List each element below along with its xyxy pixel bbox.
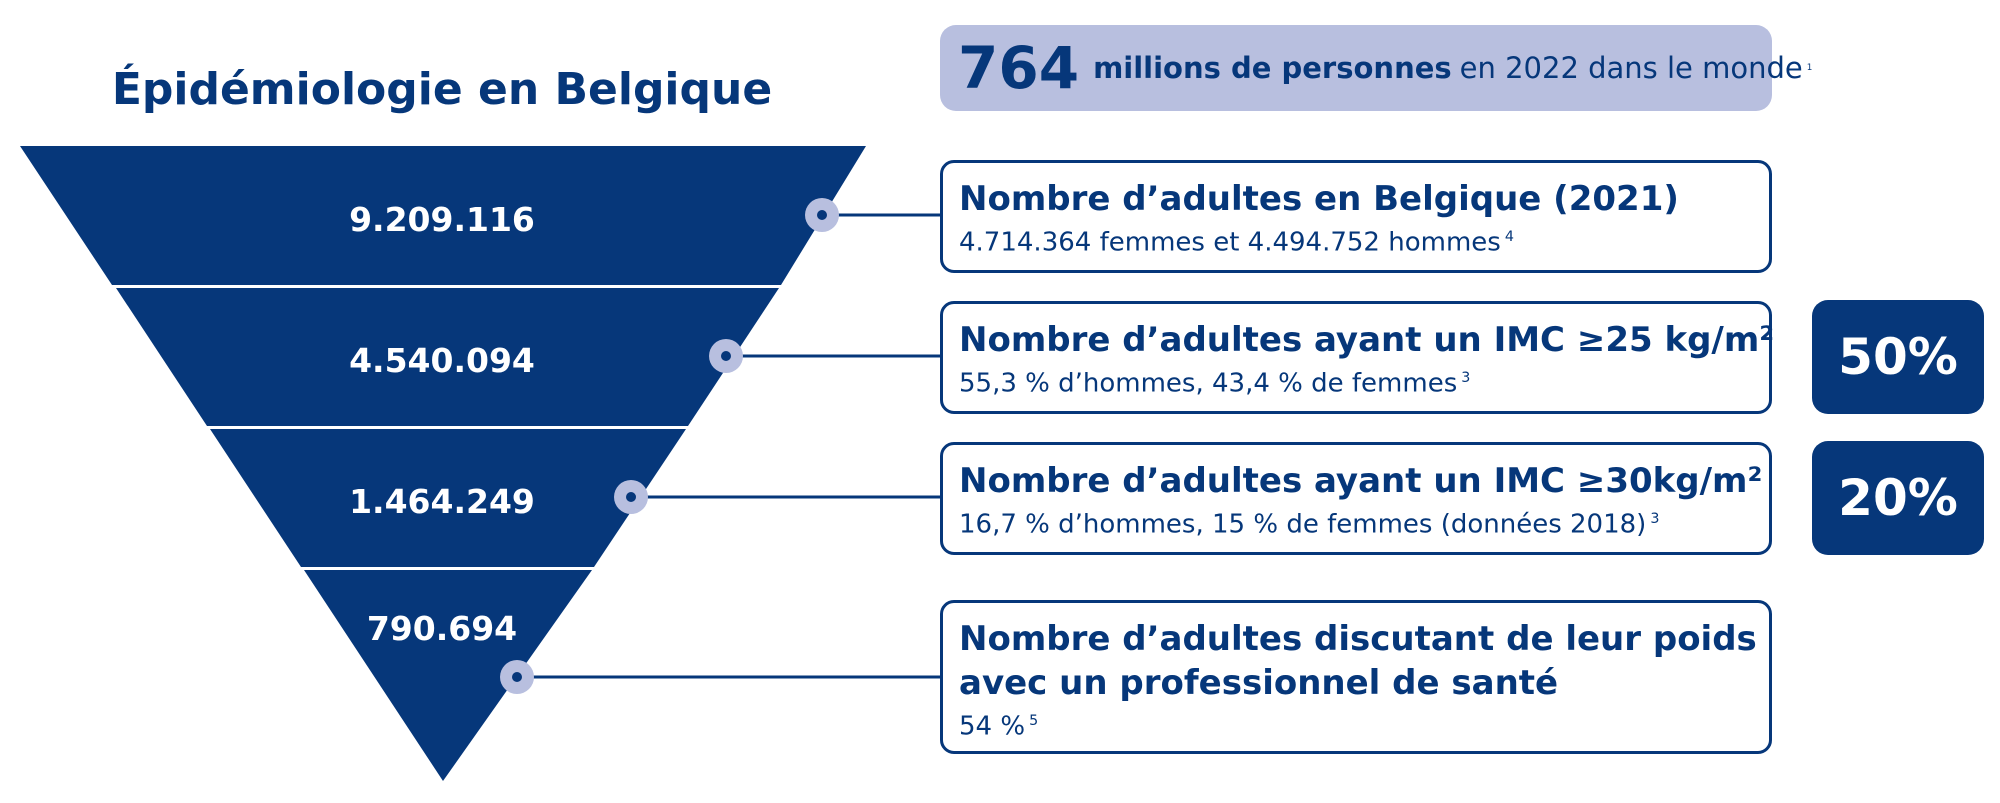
info-box-subtitle: 54 % 5 [959, 711, 1039, 742]
percent-badge-bmi-25: 50% [1812, 300, 1984, 414]
funnel-value-2: 4.540.094 [349, 341, 535, 380]
info-box-title: Nombre d’adultes en Belgique (2021) [959, 179, 1679, 219]
info-box-title: Nombre d’adultes discutant de leur poids [959, 619, 1757, 659]
world-stat-ref: 1 [1806, 63, 1813, 73]
info-box-bmi-30: Nombre d’adultes ayant un IMC ≥30kg/m² 1… [940, 442, 1772, 555]
world-stat-rest-text: en 2022 dans le monde [1459, 51, 1803, 85]
info-box-title-line2: avec un professionnel de santé [959, 663, 1559, 703]
percent-badge-bmi-30: 20% [1812, 441, 1984, 555]
funnel-segment-2 [116, 288, 779, 426]
page-title: Épidémiologie en Belgique [111, 64, 773, 115]
funnel-segment-1 [20, 146, 866, 285]
world-stat-banner: 764 millions de personnes en 2022 dans l… [940, 25, 1812, 111]
connector-dot-center-2 [721, 351, 731, 361]
funnel-value-4: 790.694 [366, 609, 518, 648]
info-box-subtitle: 16,7 % d’hommes, 15 % de femmes (données… [959, 509, 1660, 540]
info-box-adults: Nombre d’adultes en Belgique (2021) 4.71… [940, 160, 1772, 273]
info-box-title: Nombre d’adultes ayant un IMC ≥25 kg/m² [959, 320, 1775, 360]
connector-dot-center-4 [512, 672, 522, 682]
connector-dot-center-3 [626, 492, 636, 502]
funnel-segment-4 [304, 570, 592, 781]
info-box-title: Nombre d’adultes ayant un IMC ≥30kg/m² [959, 461, 1763, 501]
footnote-ref: 5 [1029, 713, 1039, 729]
funnel-value-3: 1.464.249 [349, 482, 535, 521]
connector-dot-center-1 [817, 210, 827, 220]
footnote-ref: 4 [1504, 229, 1514, 245]
footnote-ref: 3 [1461, 370, 1471, 386]
funnel-segment-3 [210, 429, 686, 567]
info-box-bmi-25: Nombre d’adultes ayant un IMC ≥25 kg/m² … [940, 301, 1775, 414]
info-box-discussing-weight: Nombre d’adultes discutant de leur poids… [940, 600, 1772, 754]
world-stat-number: 764 [958, 34, 1080, 102]
footnote-ref: 3 [1650, 511, 1660, 527]
world-stat-bold-text: millions de personnes [1093, 51, 1452, 85]
info-box-subtitle: 4.714.364 femmes et 4.494.752 hommes 4 [959, 227, 1514, 258]
info-box-subtitle: 55,3 % d’hommes, 43,4 % de femmes 3 [959, 368, 1471, 399]
funnel-value-1: 9.209.116 [349, 200, 535, 239]
